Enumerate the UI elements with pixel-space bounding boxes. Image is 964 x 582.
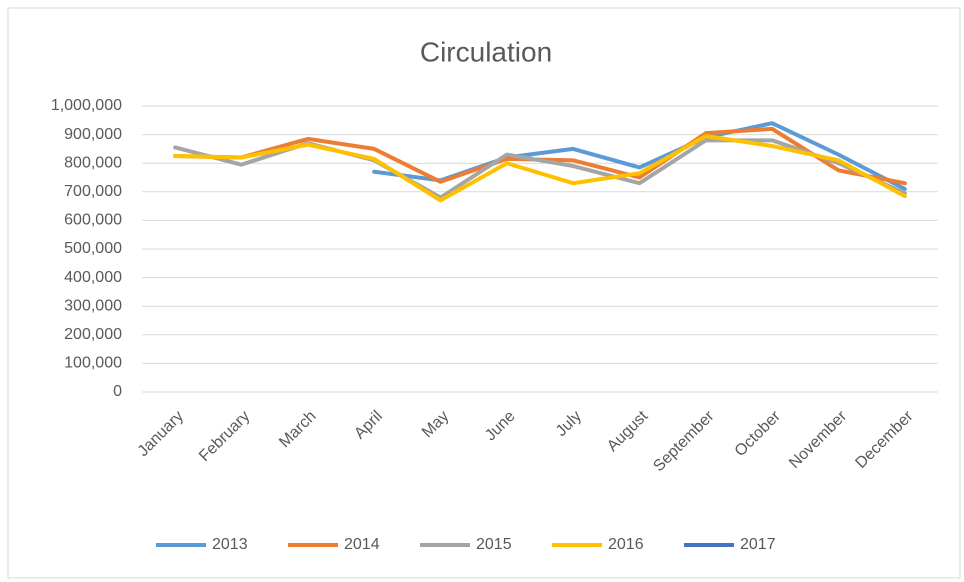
legend-label: 2013 [212,536,248,553]
y-tick-label: 800,000 [64,154,122,171]
y-tick-label: 500,000 [64,240,122,257]
y-tick-label: 1,000,000 [51,97,122,114]
y-tick-label: 700,000 [64,183,122,200]
chart-title: Circulation [420,36,552,67]
y-tick-label: 100,000 [64,355,122,372]
y-tick-label: 300,000 [64,297,122,314]
line-series [173,134,907,203]
legend-label: 2017 [740,536,776,553]
chart-border [7,7,961,579]
y-tick-label: 200,000 [64,326,122,343]
y-tick-label: 900,000 [64,126,122,143]
y-tick-label: 400,000 [64,269,122,286]
y-tick-label: 0 [113,383,122,400]
legend-label: 2016 [608,536,644,553]
y-tick-label: 600,000 [64,212,122,229]
legend-label: 2015 [476,536,512,553]
legend-label: 2014 [344,536,380,553]
